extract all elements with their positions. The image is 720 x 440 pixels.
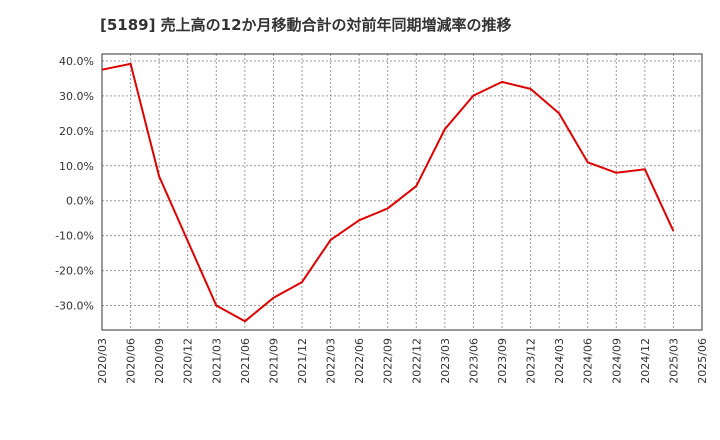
x-tick-label: 2023/06 — [467, 338, 480, 384]
grid-layer — [102, 54, 702, 330]
chart-title: [5189] 売上高の12か月移動合計の対前年同期増減率の推移 — [100, 16, 512, 34]
x-tick-label: 2021/12 — [296, 338, 309, 384]
x-tick-label: 2022/03 — [325, 338, 338, 384]
y-tick-label: 10.0% — [59, 160, 94, 173]
y-tick-label: -30.0% — [55, 300, 94, 313]
x-tick-label: 2022/12 — [410, 338, 423, 384]
series-layer — [101, 62, 675, 323]
x-tick-label: 2024/06 — [582, 338, 595, 384]
x-tick-label: 2021/06 — [239, 338, 252, 384]
x-tick-label: 2021/09 — [267, 338, 280, 384]
x-tick-label: 2023/12 — [525, 338, 538, 384]
x-tick-label: 2020/09 — [153, 338, 166, 384]
y-tick-label: 30.0% — [59, 90, 94, 103]
y-tick-label: -20.0% — [55, 265, 94, 278]
x-tick-label: 2020/06 — [125, 338, 138, 384]
x-tick-label: 2020/03 — [96, 338, 109, 384]
y-tick-label: 20.0% — [59, 125, 94, 138]
x-tick-label: 2025/03 — [667, 338, 680, 384]
x-tick-label: 2025/06 — [696, 338, 709, 384]
x-tick-label: 2021/03 — [210, 338, 223, 384]
y-tick-label: 0.0% — [66, 195, 94, 208]
x-tick-label: 2022/09 — [382, 338, 395, 384]
x-tick-label: 2020/12 — [182, 338, 195, 384]
axis-layer — [101, 53, 703, 331]
plot-frame — [101, 53, 703, 331]
y-tick-label: -10.0% — [55, 230, 94, 243]
x-tick-label: 2023/03 — [439, 338, 452, 384]
series-line — [101, 62, 675, 323]
label-layer: 2020/03 2020/06 2020/09 2020/12 2021/03 2021/… — [55, 55, 709, 384]
x-tick-label: 2024/09 — [610, 338, 623, 384]
x-tick-label: 2023/09 — [496, 338, 509, 384]
y-tick-label: 40.0% — [59, 55, 94, 68]
x-tick-label: 2024/03 — [553, 338, 566, 384]
x-tick-label: 2022/06 — [353, 338, 366, 384]
x-tick-label: 2024/12 — [639, 338, 652, 384]
